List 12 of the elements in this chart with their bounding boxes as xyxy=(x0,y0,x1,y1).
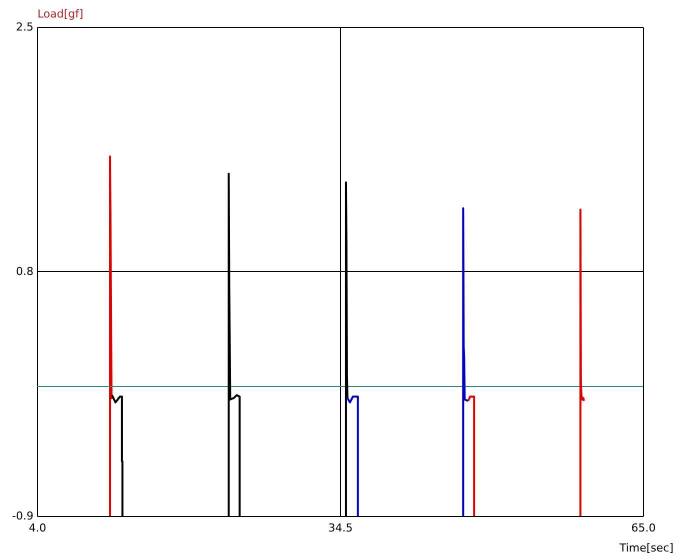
line-series xyxy=(462,207,470,517)
line-series xyxy=(346,396,359,517)
x-tick-label: 4.0 xyxy=(28,522,46,534)
y-tick-label: 2.5 xyxy=(16,20,34,34)
x-axis-title: Time[sec] xyxy=(618,542,674,554)
y-tick-label: -0.9 xyxy=(12,510,34,522)
y-tick-label: 0.8 xyxy=(16,265,34,278)
line-series xyxy=(109,155,114,517)
line-series xyxy=(579,208,585,517)
y-axis-title: Load[gf] xyxy=(38,8,84,20)
x-tick-label: 65.0 xyxy=(631,522,656,534)
x-tick-label: 34.5 xyxy=(328,522,353,534)
